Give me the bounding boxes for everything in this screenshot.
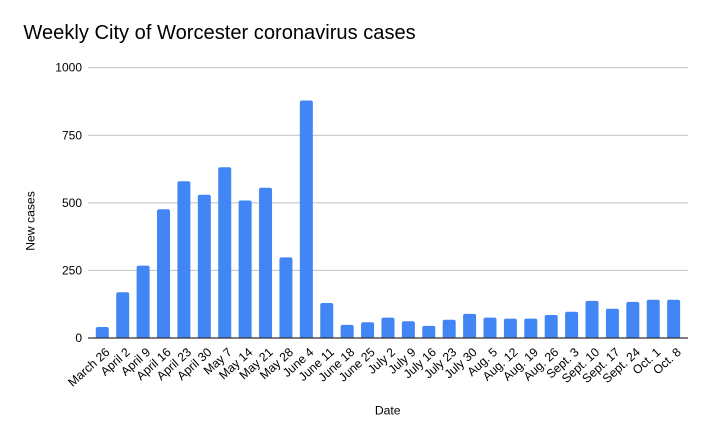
- svg-text:0: 0: [75, 331, 82, 345]
- svg-text:1000: 1000: [55, 61, 82, 75]
- svg-text:Weekly City of Worcester coron: Weekly City of Worcester coronavirus cas…: [23, 22, 415, 44]
- svg-text:Date: Date: [375, 404, 401, 418]
- svg-text:250: 250: [62, 263, 82, 277]
- svg-text:750: 750: [62, 128, 82, 142]
- svg-text:500: 500: [62, 196, 82, 210]
- svg-text:New cases: New cases: [24, 191, 38, 251]
